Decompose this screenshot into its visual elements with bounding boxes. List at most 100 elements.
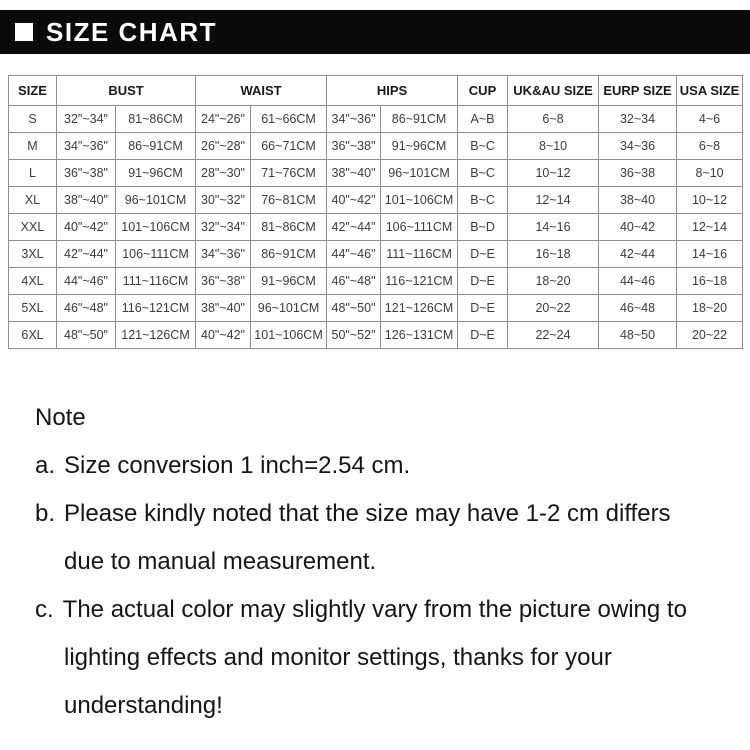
note-item-b: b. Please kindly noted that the size may … (35, 490, 735, 538)
table-cell: B~C (457, 186, 509, 214)
table-cell: 81~86CM (114, 105, 197, 133)
table-cell: 8~10 (676, 159, 744, 187)
table-cell: 38~40 (598, 186, 678, 214)
table-cell: 36"~38" (56, 159, 116, 187)
table-cell: B~C (457, 132, 509, 160)
size-chart-table: SIZE BUST WAIST HIPS CUP UK&AU SIZE EURP… (8, 75, 744, 349)
table-cell: 42"~44" (56, 240, 116, 268)
table-cell: 16~18 (507, 240, 600, 268)
table-cell: 44"~46" (56, 267, 116, 295)
table-cell: 42~44 (598, 240, 678, 268)
col-header-cup: CUP (457, 75, 509, 106)
size-cell: XL (8, 186, 57, 214)
table-cell: 96~101CM (114, 186, 197, 214)
table-cell: 121~126CM (114, 321, 197, 349)
col-header-eurp: EURP SIZE (598, 75, 678, 106)
table-row: 3XL 42"~44" 106~111CM 34"~36" 86~91CM 44"~46"… (8, 240, 744, 268)
table-cell: 116~121CM (114, 294, 197, 322)
table-cell: B~C (457, 159, 509, 187)
table-cell: D~E (457, 267, 509, 295)
table-cell: 101~106CM (250, 321, 328, 349)
table-row: M 34"~36" 86~91CM 26"~28" 66~71CM 36"~38" 91~9… (8, 132, 744, 160)
note-text-c-line3: understanding! (64, 692, 223, 719)
table-cell: 38"~40" (56, 186, 116, 214)
table-cell: 18~20 (676, 294, 744, 322)
table-cell: 16~18 (676, 267, 744, 295)
note-text-a: Size conversion 1 inch=2.54 cm. (64, 452, 411, 479)
table-row: 4XL 44"~46" 111~116CM 36"~38" 91~96CM 46"~48"… (8, 267, 744, 295)
table-cell: B~D (457, 213, 509, 241)
table-cell: 20~22 (676, 321, 744, 349)
table-cell: 91~96CM (114, 159, 197, 187)
note-item-c: c. The actual color may slightly vary fro… (35, 586, 735, 634)
table-cell: 20~22 (507, 294, 600, 322)
table-cell: 6~8 (676, 132, 744, 160)
size-chart-header-bar: SIZE CHART (0, 10, 750, 54)
table-cell: D~E (457, 294, 509, 322)
notes-title: Note (35, 404, 86, 431)
table-row: L 36"~38" 91~96CM 28"~30" 71~76CM 38"~40" 96~1… (8, 159, 744, 187)
table-cell: 76~81CM (250, 186, 328, 214)
table-cell: 111~116CM (114, 267, 197, 295)
size-cell: XXL (8, 213, 57, 241)
size-table-body: S 32"~34" 81~86CM 24"~26" 61~66CM 34"~36" 86~9… (8, 105, 744, 349)
col-header-waist: WAIST (195, 75, 328, 106)
col-header-usa: USA SIZE (676, 75, 744, 106)
size-cell: 6XL (8, 321, 57, 349)
table-cell: 10~12 (507, 159, 600, 187)
table-cell: 111~116CM (380, 240, 459, 268)
col-header-uk-au: UK&AU SIZE (507, 75, 600, 106)
table-row: XL 38"~40" 96~101CM 30"~32" 76~81CM 40"~42" 10… (8, 186, 744, 214)
note-text-c-line2: lighting effects and monitor settings, t… (64, 644, 612, 671)
table-cell: 8~10 (507, 132, 600, 160)
table-cell: 34"~36" (195, 240, 252, 268)
table-cell: 40"~42" (56, 213, 116, 241)
table-cell: 48"~50" (326, 294, 382, 322)
table-cell: 36~38 (598, 159, 678, 187)
table-cell: 106~111CM (114, 240, 197, 268)
size-cell: 3XL (8, 240, 57, 268)
table-cell: 86~91CM (114, 132, 197, 160)
table-cell: 66~71CM (250, 132, 328, 160)
table-cell: 96~101CM (250, 294, 328, 322)
col-header-bust: BUST (55, 75, 197, 106)
table-cell: 36"~38" (195, 267, 252, 295)
table-cell: A~B (457, 105, 509, 133)
table-cell: 12~14 (507, 186, 600, 214)
table-cell: 18~20 (507, 267, 600, 295)
note-prefix-c: c. (35, 596, 54, 623)
table-cell: 38"~40" (326, 159, 382, 187)
note-item-a: a. Size conversion 1 inch=2.54 cm. (35, 442, 735, 490)
page-title: SIZE CHART (46, 16, 217, 47)
table-cell: D~E (457, 321, 509, 349)
table-cell: 4~6 (676, 105, 744, 133)
table-cell: 14~16 (676, 240, 744, 268)
table-row: 5XL 46"~48" 116~121CM 38"~40" 96~101CM 48"~50… (8, 294, 744, 322)
table-row: 6XL 48"~50" 121~126CM 40"~42" 101~106CM 50"~5… (8, 321, 744, 349)
note-text-b-line2: due to manual measurement. (64, 548, 377, 575)
header-row: SIZE BUST WAIST HIPS CUP UK&AU SIZE EURP… (8, 75, 744, 106)
size-table-header: SIZE BUST WAIST HIPS CUP UK&AU SIZE EURP… (8, 75, 744, 106)
table-cell: 40"~42" (326, 186, 382, 214)
table-cell: 116~121CM (380, 267, 459, 295)
table-row: XXL 40"~42" 101~106CM 32"~34" 81~86CM 42"~44"… (8, 213, 744, 241)
table-row: S 32"~34" 81~86CM 24"~26" 61~66CM 34"~36" 86~9… (8, 105, 744, 133)
size-cell: 4XL (8, 267, 57, 295)
table-cell: 42"~44" (326, 213, 382, 241)
table-cell: 48~50 (598, 321, 678, 349)
table-cell: 26"~28" (195, 132, 252, 160)
table-cell: 14~16 (507, 213, 600, 241)
table-cell: 101~106CM (114, 213, 197, 241)
table-cell: 46"~48" (56, 294, 116, 322)
table-cell: 96~101CM (380, 159, 459, 187)
table-cell: 61~66CM (250, 105, 328, 133)
table-cell: 12~14 (676, 213, 744, 241)
note-text-c-line1: The actual color may slightly vary from … (62, 596, 687, 623)
table-cell: 71~76CM (250, 159, 328, 187)
table-cell: 24"~26" (195, 105, 252, 133)
bullet-square-icon (15, 23, 33, 41)
table-cell: 91~96CM (380, 132, 459, 160)
note-text-b-line1: Please kindly noted that the size may ha… (64, 500, 671, 527)
table-cell: 44"~46" (326, 240, 382, 268)
